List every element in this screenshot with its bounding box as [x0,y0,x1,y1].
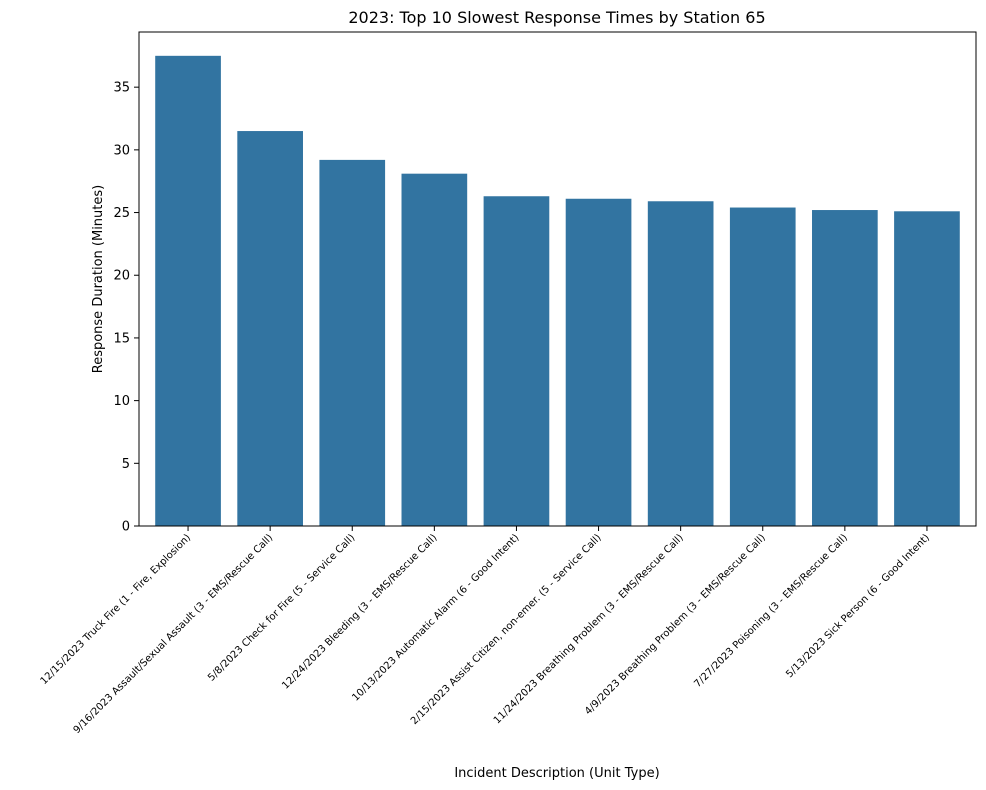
bars-group [155,55,960,527]
x-tick-label: 11/24/2023 Breathing Problem (3 - EMS/Re… [492,532,686,726]
x-axis: 12/15/2023 Truck Fire (1 - Fire, Explosi… [39,526,932,736]
x-tick-label: 4/9/2023 Breathing Problem (3 - EMS/Resc… [583,532,768,717]
x-tick-label: 12/24/2023 Bleeding (3 - EMS/Rescue Call… [280,532,439,691]
bar [155,55,221,527]
x-tick-label: 12/15/2023 Truck Fire (1 - Fire, Explosi… [39,532,194,687]
chart-title: 2023: Top 10 Slowest Response Times by S… [348,8,765,27]
bar [483,196,550,527]
x-tick-label: 5/13/2023 Sick Person (6 - Good Intent) [784,532,932,680]
bar [237,131,303,526]
bar [729,207,796,526]
plot-frame [138,31,977,527]
x-tick-label: 9/16/2023 Assault/Sexual Assault (3 - EM… [72,532,276,736]
x-tick-label: 5/8/2023 Check for Fire (5 - Service Cal… [206,532,357,683]
y-tick-label: 20 [113,269,130,284]
bar [894,211,960,526]
x-tick-label: 10/13/2023 Automatic Alarm (6 - Good Int… [350,532,521,703]
y-axis-label: Response Duration (Minutes) [91,185,106,373]
y-tick-label: 30 [113,143,130,158]
y-axis: 0 5 10 15 20 25 30 35 [113,81,139,535]
y-tick-label: 15 [113,331,130,346]
y-tick-label: 10 [113,394,130,409]
x-tick-label: 7/27/2023 Poisoning (3 - EMS/Rescue Call… [692,532,850,690]
bar [565,198,632,526]
x-axis-label: Incident Description (Unit Type) [454,766,659,781]
bar [401,173,468,526]
x-tick-label: 2/15/2023 Assist Citizen, non-emer. (5 -… [409,532,604,727]
bar [812,210,878,527]
y-tick-label: 25 [113,206,130,221]
y-tick-label: 0 [122,520,130,535]
y-tick-label: 35 [113,81,130,96]
bar [319,159,386,527]
y-tick-label: 5 [122,457,130,472]
bar [647,201,714,526]
